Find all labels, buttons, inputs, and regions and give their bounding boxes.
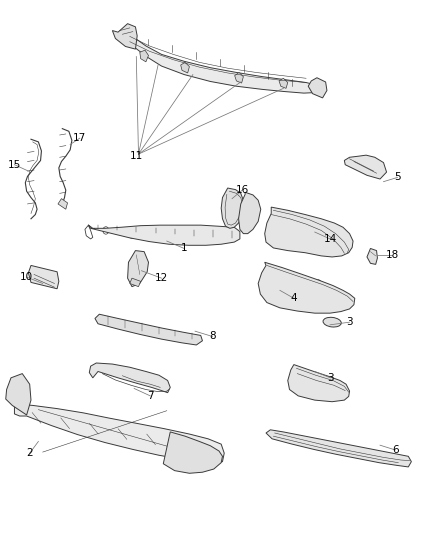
Polygon shape bbox=[130, 278, 141, 287]
Text: 5: 5 bbox=[394, 172, 401, 182]
Text: 10: 10 bbox=[20, 272, 33, 282]
Polygon shape bbox=[88, 225, 240, 245]
Text: 12: 12 bbox=[155, 273, 168, 283]
Polygon shape bbox=[89, 363, 170, 393]
Polygon shape bbox=[113, 23, 137, 49]
Text: 17: 17 bbox=[73, 133, 86, 143]
Polygon shape bbox=[239, 192, 261, 233]
Text: 8: 8 bbox=[209, 332, 216, 342]
Polygon shape bbox=[308, 78, 327, 98]
Polygon shape bbox=[125, 32, 317, 93]
Polygon shape bbox=[279, 78, 288, 88]
Text: 16: 16 bbox=[237, 184, 250, 195]
Polygon shape bbox=[367, 248, 378, 264]
Text: 3: 3 bbox=[327, 373, 334, 383]
Text: 7: 7 bbox=[147, 391, 154, 401]
Polygon shape bbox=[181, 62, 189, 73]
Polygon shape bbox=[221, 188, 244, 228]
Polygon shape bbox=[28, 265, 59, 289]
Polygon shape bbox=[258, 262, 355, 313]
Text: 14: 14 bbox=[323, 234, 337, 244]
Polygon shape bbox=[163, 432, 223, 473]
Polygon shape bbox=[235, 72, 244, 83]
Polygon shape bbox=[6, 374, 31, 415]
Ellipse shape bbox=[323, 317, 341, 327]
Polygon shape bbox=[127, 251, 148, 287]
Polygon shape bbox=[95, 314, 202, 345]
Polygon shape bbox=[140, 50, 148, 62]
Polygon shape bbox=[58, 199, 67, 209]
Polygon shape bbox=[265, 207, 353, 257]
Text: 3: 3 bbox=[346, 317, 353, 327]
Polygon shape bbox=[266, 430, 411, 467]
Polygon shape bbox=[344, 155, 387, 179]
Text: 4: 4 bbox=[290, 293, 297, 303]
Text: 15: 15 bbox=[8, 160, 21, 169]
Text: 6: 6 bbox=[392, 445, 399, 455]
Text: 2: 2 bbox=[26, 448, 33, 458]
Text: 18: 18 bbox=[385, 250, 399, 260]
Text: 1: 1 bbox=[181, 244, 187, 254]
Polygon shape bbox=[288, 365, 350, 402]
Polygon shape bbox=[14, 405, 224, 464]
Text: 11: 11 bbox=[130, 151, 143, 161]
